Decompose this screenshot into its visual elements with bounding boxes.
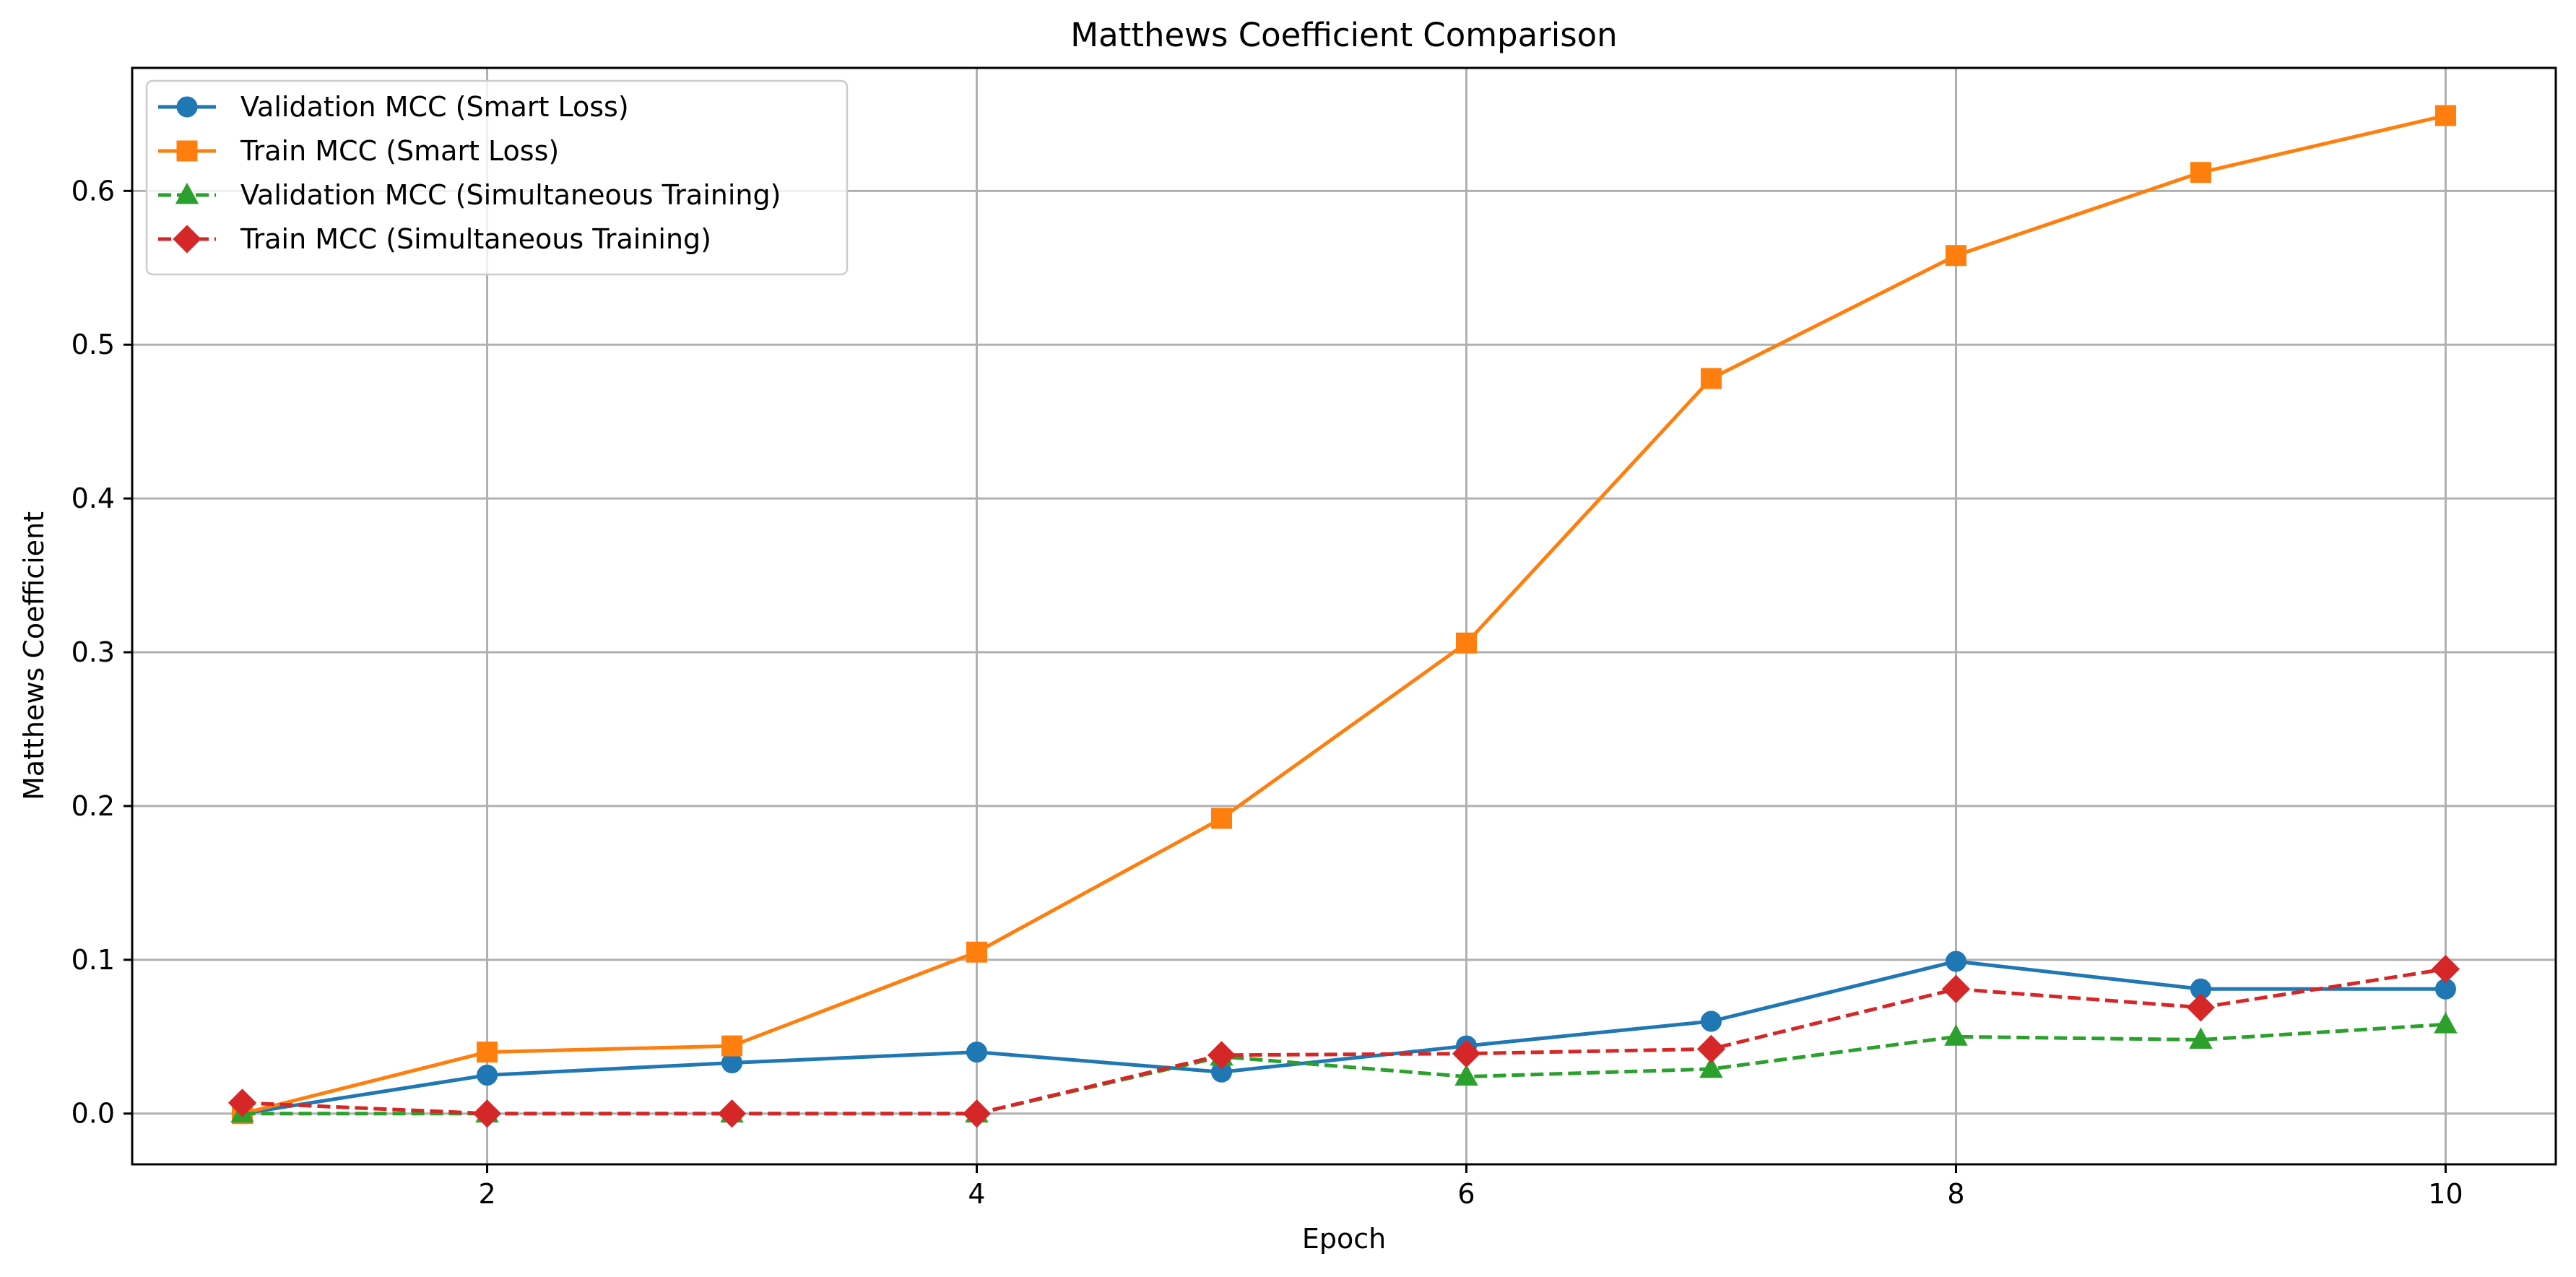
data-point — [1696, 1034, 1726, 1063]
series-line — [242, 967, 2446, 1116]
data-point — [472, 1099, 502, 1128]
legend-label: Train MCC (Smart Loss) — [240, 135, 559, 167]
data-point — [962, 1099, 992, 1128]
y-tick-label: 0.6 — [71, 175, 115, 207]
data-point — [2431, 955, 2460, 984]
data-point — [1944, 1024, 1968, 1046]
data-point — [966, 941, 988, 963]
data-point — [1700, 368, 1722, 389]
legend-marker — [175, 182, 199, 204]
x-tick-label: 2 — [478, 1178, 495, 1210]
y-tick-label: 0.4 — [71, 482, 115, 514]
data-point — [1945, 951, 1966, 972]
data-point — [2434, 105, 2456, 126]
series-line — [242, 959, 2446, 1116]
legend-marker — [176, 96, 198, 118]
data-point — [1699, 1056, 1723, 1078]
data-point — [966, 1042, 988, 1063]
legend-label: Train MCC (Simultaneous Training) — [240, 223, 711, 255]
legend-box — [145, 79, 849, 276]
series-line — [242, 1022, 2446, 1116]
data-point — [2186, 993, 2216, 1022]
legend-marker — [173, 225, 201, 254]
data-point — [1454, 1064, 1478, 1086]
series-3 — [227, 955, 2460, 1128]
series-group — [227, 105, 2460, 1128]
data-point — [1207, 1041, 1236, 1070]
x-tick-label: 6 — [1457, 1178, 1475, 1210]
legend-item: Train MCC (Smart Loss) — [158, 135, 559, 167]
y-tick-label: 0.2 — [71, 790, 115, 822]
legend-item: Validation MCC (Simultaneous Training) — [158, 179, 781, 211]
x-tick-label: 10 — [2428, 1178, 2463, 1210]
x-tick-label: 8 — [1947, 1178, 1964, 1210]
y-tick-label: 0.1 — [71, 944, 115, 976]
x-tick-label: 4 — [968, 1178, 985, 1210]
data-point — [227, 1088, 257, 1117]
y-tick-label: 0.0 — [71, 1098, 115, 1130]
legend-label: Validation MCC (Simultaneous Training) — [240, 179, 781, 211]
data-point — [721, 1035, 743, 1057]
data-point — [1700, 1010, 1722, 1032]
legend-label: Validation MCC (Smart Loss) — [240, 91, 629, 123]
data-point — [2189, 1027, 2213, 1049]
data-point — [1455, 632, 1477, 654]
series-2 — [230, 1012, 2458, 1123]
data-point — [1941, 974, 1971, 1003]
legend-item: Validation MCC (Smart Loss) — [158, 91, 629, 123]
data-point — [717, 1099, 747, 1128]
x-axis-label: Epoch — [1302, 1223, 1386, 1255]
axis-ticks: 2 4 6 8 10 0.0 0.1 0.2 0.3 0.4 0.5 0.6 — [71, 175, 2463, 1210]
legend: Validation MCC (Smart Loss) Train MCC (Sm… — [145, 79, 849, 276]
chart-title: Matthews Coefficient Comparison — [1070, 16, 1617, 54]
data-point — [477, 1065, 498, 1086]
series-line — [241, 113, 2447, 1116]
data-point — [1945, 245, 1966, 267]
legend-marker — [176, 140, 198, 162]
data-point — [477, 1042, 498, 1063]
data-point — [1211, 808, 1233, 829]
data-point — [1452, 1039, 1481, 1068]
data-point — [2190, 162, 2211, 183]
y-axis-label: Matthews Coefficient — [18, 511, 50, 800]
legend-item: Train MCC (Simultaneous Training) — [158, 223, 711, 255]
data-point — [2434, 1012, 2458, 1034]
plot-area-frame — [131, 66, 2557, 1166]
y-tick-label: 0.3 — [71, 636, 115, 668]
y-tick-label: 0.5 — [71, 329, 115, 360]
